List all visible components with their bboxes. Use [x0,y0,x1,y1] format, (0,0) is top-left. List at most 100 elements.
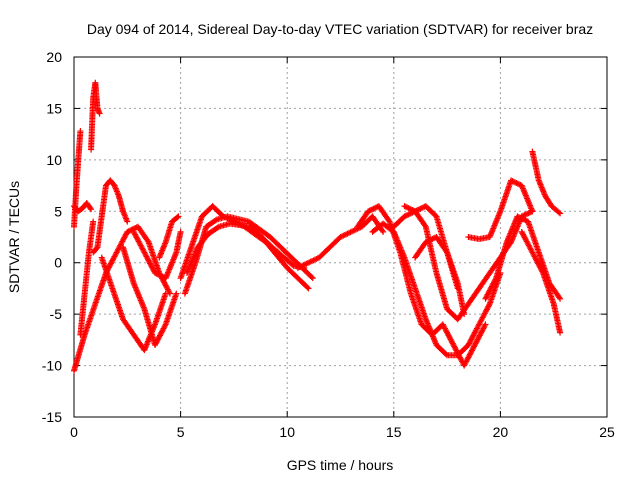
data-point [515,214,522,221]
x-tick-label: 15 [386,424,402,440]
data-point [517,214,524,221]
data-point [369,206,376,213]
data-point [175,213,182,220]
x-tick-label: 5 [177,424,185,440]
data-point [87,204,94,211]
chart-title: Day 094 of 2014, Sidereal Day-to-day VTE… [87,21,593,37]
y-axis-label: SDTVAR / TECUs [6,181,22,293]
data-point [380,228,387,235]
y-tick-label: -5 [50,306,63,322]
data-point [557,295,564,302]
data-point [144,237,151,244]
data-point [365,208,372,215]
data-point [421,222,428,229]
data-point [443,248,450,255]
y-tick-label: 0 [54,255,62,271]
data-point [514,180,521,187]
data-point [157,272,164,279]
data-point [385,217,392,224]
data-point [425,237,432,244]
data-point [406,205,413,212]
data-point [125,228,132,235]
data-point [124,228,131,235]
y-tick-label: 5 [54,203,62,219]
data-point [513,180,520,186]
data-point [556,294,563,301]
data-point [405,205,412,212]
data-point [418,205,425,212]
y-tick-label: -15 [42,409,62,425]
tick-labels: 0 5 10 15 20 25 -15 -10 -5 0 5 10 15 20 [42,49,615,440]
x-tick-label: 0 [70,424,78,440]
data-point [379,227,386,234]
data-point [557,329,564,336]
data-point [401,213,408,220]
data-point [88,206,95,213]
data-point [161,322,168,329]
data-point [174,214,181,221]
y-tick-label: -10 [42,358,62,374]
data-point [408,206,415,213]
data-point [426,237,433,244]
axis-ticks [73,56,608,418]
data-point [510,178,517,185]
data-point [304,284,311,291]
data-point [509,178,516,185]
data-point [519,216,526,222]
data-point [162,290,169,297]
data-point [77,128,84,135]
x-tick-label: 20 [493,424,509,440]
data-point [529,208,536,215]
data-point [309,275,316,282]
data-point [305,285,312,292]
data-point [90,218,97,225]
data-point [524,210,531,217]
data-point [416,206,423,213]
data-point [153,270,160,277]
data-point [370,205,377,212]
data-point [514,213,521,220]
data-point [429,235,436,242]
data-point [401,203,408,210]
data-point [482,321,489,328]
data-point [173,290,180,297]
data-point [366,207,373,214]
data-points [71,79,564,374]
data-point [555,209,562,216]
data-point [516,181,523,188]
data-point [522,217,529,224]
data-point [492,276,499,283]
data-point [518,215,525,222]
data-point [367,207,374,213]
data-point [539,268,546,275]
data-point [152,270,159,276]
data-point [308,274,315,281]
data-point [126,227,133,234]
data-point [521,216,528,223]
data-point [413,207,420,214]
data-point [156,271,163,278]
data-point [422,239,429,246]
data-point [557,210,564,217]
y-tick-label: 15 [46,100,62,116]
data-point [424,238,431,245]
data-point [406,210,413,217]
data-point [461,311,468,318]
data-point [214,224,221,231]
x-tick-label: 10 [279,424,295,440]
data-point [409,207,416,213]
data-point [177,228,184,235]
grid-lines [74,57,607,417]
data-point [525,210,532,217]
data-point [512,179,519,186]
data-point [96,110,103,117]
data-point [417,205,424,212]
data-point [166,289,173,296]
data-point [481,322,488,329]
y-tick-label: 20 [46,49,62,65]
data-point [508,177,515,184]
x-axis-label: GPS time / hours [287,457,394,473]
data-point [124,218,131,225]
data-point [522,211,529,218]
